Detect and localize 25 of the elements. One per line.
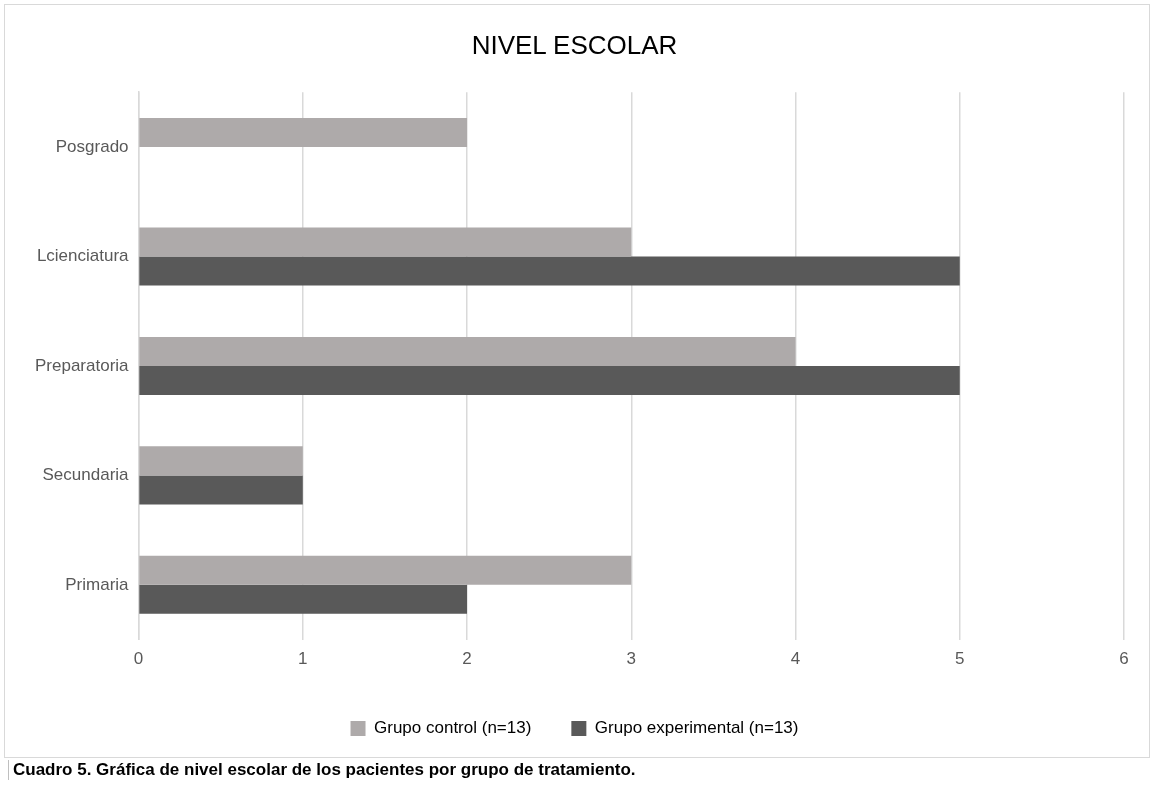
y-tick-label: Posgrado: [55, 136, 129, 156]
bar: [139, 227, 632, 257]
bar: [139, 584, 468, 614]
chart-title: NIVEL ESCOLAR: [471, 29, 678, 60]
x-tick-label: 5: [955, 649, 965, 669]
y-tick-label: Lcienciatura: [36, 246, 130, 266]
x-tick-label: 3: [626, 649, 637, 669]
x-tick-label: 2: [462, 649, 472, 669]
legend-label: Grupo experimental (n=13): [594, 718, 799, 738]
x-tick-label: 0: [133, 649, 144, 669]
text: Cuadro 5. Gráfica de nivel escolar de los pacientes por grupo de tratamiento.: [8, 760, 636, 780]
x-tick-label: 4: [790, 649, 801, 669]
bar: [139, 555, 632, 585]
bar: [139, 365, 960, 395]
y-tick-label: Primaria: [65, 574, 130, 594]
y-tick-label: Preparatoria: [34, 355, 130, 375]
bar: [139, 475, 303, 505]
x-tick-label: 1: [298, 649, 308, 669]
bar: [139, 117, 468, 147]
legend-label: Grupo control (n=13): [374, 718, 532, 738]
x-tick-label: 6: [1119, 649, 1129, 669]
bar: [139, 446, 303, 476]
y-tick-label: Secundaria: [42, 465, 130, 485]
bar: [139, 256, 960, 286]
bar: [139, 336, 796, 366]
